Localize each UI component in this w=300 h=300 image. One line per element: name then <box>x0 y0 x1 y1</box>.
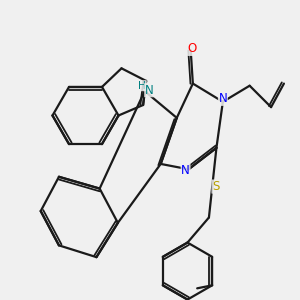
Text: S: S <box>212 180 219 193</box>
Text: H: H <box>138 81 146 91</box>
Text: O: O <box>188 42 197 56</box>
Text: N: N <box>145 84 154 97</box>
Text: N: N <box>218 92 227 105</box>
Text: N: N <box>181 164 190 177</box>
